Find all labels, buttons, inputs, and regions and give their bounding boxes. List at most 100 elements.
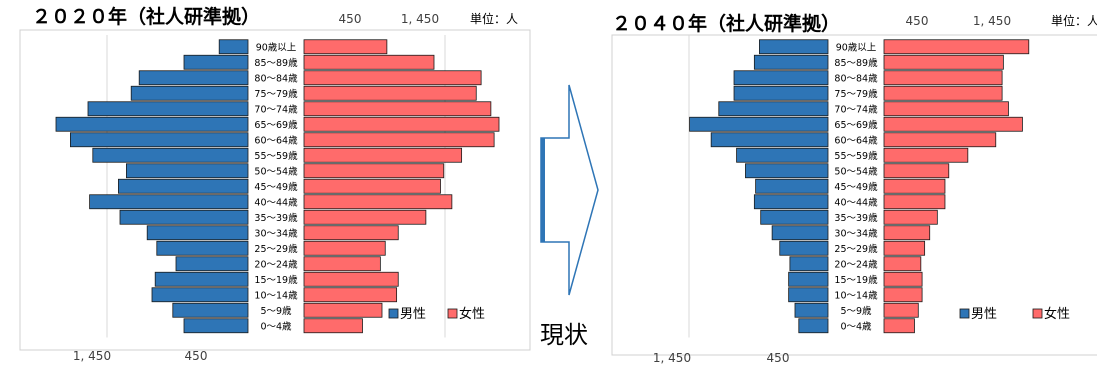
arrow-label: 現状 bbox=[540, 321, 588, 349]
age-category-label: 10～14歳 bbox=[254, 289, 298, 301]
bar-female bbox=[303, 132, 495, 148]
bar-male bbox=[771, 225, 829, 241]
plot-frame bbox=[611, 34, 1097, 356]
bar-male bbox=[183, 318, 249, 334]
bar-male bbox=[753, 54, 829, 70]
bar-female bbox=[303, 54, 435, 70]
age-category-label: 80～84歳 bbox=[834, 72, 878, 84]
age-category-label: 50～54歳 bbox=[254, 165, 298, 177]
bar-female bbox=[303, 225, 399, 241]
bar-male bbox=[710, 132, 829, 148]
bar-female bbox=[883, 209, 938, 225]
bar-male bbox=[70, 132, 249, 148]
bar-male bbox=[119, 209, 249, 225]
age-category-label: 15～19歳 bbox=[834, 274, 878, 286]
bar-female bbox=[303, 178, 441, 194]
age-category-label: 70～74歳 bbox=[834, 103, 878, 115]
age-category-label: 5～9歳 bbox=[260, 305, 292, 317]
bar-male bbox=[55, 116, 249, 132]
bar-female bbox=[303, 85, 477, 101]
bar-female bbox=[303, 256, 381, 272]
bar-female bbox=[303, 39, 388, 55]
bar-female bbox=[303, 271, 399, 287]
bar-female bbox=[883, 271, 923, 287]
bars bbox=[689, 39, 1030, 334]
age-category-label: 40～44歳 bbox=[254, 196, 298, 208]
bar-male bbox=[755, 178, 829, 194]
bar-male bbox=[146, 225, 249, 241]
bar-male bbox=[753, 194, 829, 210]
legend-entry: 男性 bbox=[400, 307, 426, 322]
bar-male bbox=[718, 101, 829, 117]
age-category-label: 90歳以上 bbox=[256, 41, 297, 53]
age-category-label: 55～59歳 bbox=[834, 150, 878, 162]
bar-male bbox=[126, 163, 249, 179]
bar-female bbox=[883, 147, 969, 163]
age-category-label: 90歳以上 bbox=[836, 41, 877, 53]
top-tick-label: 450 bbox=[906, 14, 929, 28]
bar-female bbox=[303, 70, 482, 86]
bar-female bbox=[883, 70, 1003, 86]
bar-female bbox=[303, 163, 445, 179]
legend-swatch bbox=[959, 308, 970, 319]
bar-male bbox=[183, 54, 249, 70]
top-tick-label: 1, 450 bbox=[401, 12, 439, 26]
age-category-label: 35～39歳 bbox=[834, 212, 878, 224]
age-category-label: 60～64歳 bbox=[834, 134, 878, 146]
age-category-label: 10～14歳 bbox=[834, 289, 878, 301]
bars bbox=[55, 39, 500, 334]
age-category-label: 50～54歳 bbox=[834, 165, 878, 177]
age-labels: 90歳以上 85～89歳 80～84歳 75～79歳 70～74歳 65～69歳 60～64… bbox=[834, 41, 878, 332]
legend-swatch bbox=[388, 308, 399, 319]
bar-male bbox=[779, 240, 829, 256]
age-category-label: 15～19歳 bbox=[254, 274, 298, 286]
legend-swatch bbox=[1032, 308, 1043, 319]
bar-female bbox=[883, 101, 1009, 117]
age-category-label: 65～69歳 bbox=[254, 119, 298, 131]
unit-label: 単位：人 bbox=[470, 11, 518, 26]
bar-female bbox=[883, 132, 997, 148]
bar-male bbox=[218, 39, 249, 55]
legend: 男性 女性 bbox=[388, 306, 485, 322]
age-category-label: 30～34歳 bbox=[834, 227, 878, 239]
age-category-label: 45～49歳 bbox=[834, 181, 878, 193]
top-tick-label: 1, 450 bbox=[973, 14, 1011, 28]
bottom-tick-label: 1, 450 bbox=[73, 349, 111, 363]
age-category-label: 45～49歳 bbox=[254, 181, 298, 193]
tick-labels: 450 1, 450 1, 450 450 bbox=[73, 12, 439, 363]
bar-female bbox=[303, 194, 453, 210]
bar-male bbox=[798, 318, 829, 334]
bar-female bbox=[303, 116, 500, 132]
age-category-label: 75～79歳 bbox=[254, 88, 298, 100]
bar-female bbox=[303, 302, 383, 318]
bar-female bbox=[883, 240, 926, 256]
bar-female bbox=[883, 116, 1023, 132]
plot-frame bbox=[19, 29, 531, 351]
age-category-label: 60～64歳 bbox=[254, 134, 298, 146]
legend-swatch bbox=[447, 308, 458, 319]
bar-female bbox=[303, 287, 398, 303]
pyramid-chart-2020: ２０２０年（社人研準拠） 単位：人 90歳以上 85～89歳 80～84歳 75～79… bbox=[19, 5, 531, 363]
bar-female bbox=[303, 209, 427, 225]
bar-female bbox=[883, 256, 922, 272]
tick-labels: 450 1, 450 1, 450 450 bbox=[653, 14, 1011, 365]
bar-female bbox=[303, 240, 386, 256]
age-labels: 90歳以上 85～89歳 80～84歳 75～79歳 70～74歳 65～69歳 60～64… bbox=[254, 41, 298, 332]
gridlines bbox=[106, 35, 446, 338]
bar-female bbox=[883, 85, 1003, 101]
age-category-label: 55～59歳 bbox=[254, 150, 298, 162]
age-category-label: 30～34歳 bbox=[254, 227, 298, 239]
age-category-label: 40～44歳 bbox=[834, 196, 878, 208]
arrow-shape bbox=[540, 84, 599, 296]
bar-male bbox=[151, 287, 249, 303]
bar-male bbox=[689, 116, 829, 132]
bar-male bbox=[92, 147, 249, 163]
age-category-label: 80～84歳 bbox=[254, 72, 298, 84]
bar-female bbox=[883, 39, 1030, 55]
age-category-label: 75～79歳 bbox=[834, 88, 878, 100]
age-category-label: 0～4歳 bbox=[840, 320, 872, 332]
chart-title: ２０２０年（社人研準拠） bbox=[32, 5, 260, 28]
bar-male bbox=[736, 147, 829, 163]
legend-entry: 女性 bbox=[459, 306, 485, 322]
